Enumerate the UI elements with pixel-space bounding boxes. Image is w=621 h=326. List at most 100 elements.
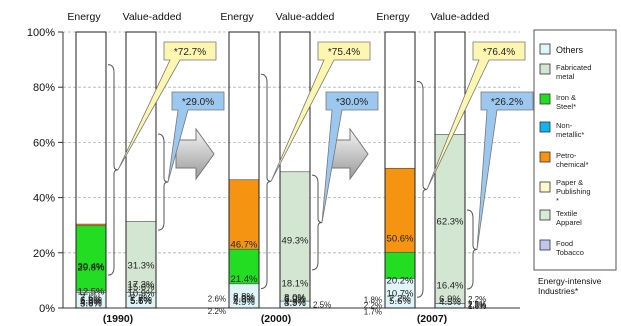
legend-label: Petro- <box>556 151 577 160</box>
callout-label: *76.4% <box>483 47 515 58</box>
column-header: Energy <box>376 11 410 23</box>
value-added-share-callout <box>321 91 379 223</box>
data-label: 1.7% <box>364 308 382 317</box>
bar-segment <box>228 283 260 309</box>
legend-label: Others <box>556 45 584 55</box>
legend-label: Fabricated <box>556 63 591 72</box>
callout-label: *75.4% <box>328 47 360 58</box>
bar-outline <box>279 31 311 309</box>
energy-share-callout <box>426 41 526 190</box>
legend-label: metal <box>556 72 575 81</box>
energy-share-callout <box>117 41 217 171</box>
data-label: 7.2% <box>389 294 411 305</box>
legend-label: Non- <box>556 121 573 130</box>
y-tick-label: 40% <box>33 193 55 205</box>
year-label: (2000) <box>261 313 291 325</box>
legend-label: Steel* <box>556 102 576 111</box>
segment-value-labels: 4.3%7.6%3.6%30.4%12.5%29.8%6.2%5.6%10.9%… <box>78 217 487 317</box>
data-label: 62.3% <box>437 217 464 228</box>
data-label: 1.6% <box>468 302 486 311</box>
data-label: 2.9% <box>468 300 486 309</box>
data-label: 18.1% <box>282 278 309 289</box>
data-label: 7.3% <box>233 293 255 304</box>
data-label: 30.4% <box>78 262 105 273</box>
legend-swatch <box>539 121 551 133</box>
y-tick-label: 20% <box>33 248 55 260</box>
data-label: 16.4% <box>437 281 464 292</box>
legend-swatch <box>539 181 551 193</box>
legend-label: Food <box>556 239 573 248</box>
legend-label: Apparel <box>556 218 582 227</box>
bracket <box>107 64 119 276</box>
y-tick-label: 60% <box>33 137 55 149</box>
data-label: 8.0% <box>284 292 306 303</box>
value-added-share-callout <box>476 91 534 250</box>
data-label: 15.6% <box>128 282 155 293</box>
data-label: 5.6% <box>130 296 152 307</box>
callout-label: *29.0% <box>182 97 214 108</box>
legend-label: Publishing <box>556 187 591 196</box>
legend-label: Tobacco <box>556 248 584 257</box>
data-label: 5.7% <box>130 296 152 307</box>
legend-label: Paper & <box>556 178 583 187</box>
callout-label: *26.2% <box>491 97 523 108</box>
data-label: 8.8% <box>233 291 255 302</box>
data-label: 10.7% <box>387 289 414 300</box>
bracket <box>416 80 428 298</box>
column-header: Value-added <box>123 11 182 23</box>
bracket <box>157 133 169 231</box>
bracket <box>466 209 478 290</box>
callout-label: *30.0% <box>336 97 368 108</box>
footnote-line: Energy-intensive <box>538 276 602 286</box>
energy-share-callout <box>270 41 371 182</box>
data-label: 20.2% <box>387 276 414 287</box>
data-label: 6.2% <box>80 295 102 306</box>
data-label: 6.9% <box>439 294 461 305</box>
column-header: Value-added <box>431 11 490 23</box>
data-label: 2.5% <box>313 301 331 310</box>
data-label: 7.6% <box>80 293 102 304</box>
data-label: 4.9% <box>233 297 255 308</box>
data-label: 1.8% <box>364 296 382 305</box>
data-label: 12.5% <box>78 286 105 297</box>
data-label: 31.3% <box>128 260 155 271</box>
data-label: 29.8% <box>78 262 105 273</box>
data-label: 2.3% <box>468 301 486 310</box>
legend-swatch <box>539 209 551 221</box>
data-label: 5.6% <box>389 296 411 307</box>
data-label: 2.2% <box>208 307 226 316</box>
callout-label: *72.7% <box>174 47 206 58</box>
column-headers: Energy Value-added Energy Value-added Energy… <box>67 11 489 23</box>
footnote-line: Industries* <box>538 286 579 296</box>
legend-swatch <box>539 239 551 251</box>
data-label: 46.7% <box>231 239 258 250</box>
y-tick-label: 80% <box>33 82 55 94</box>
data-label: 17.3% <box>128 280 155 291</box>
bracket <box>311 174 323 271</box>
bar-outline <box>75 31 107 309</box>
legend-label: Textile <box>556 209 577 218</box>
bar-outline <box>125 31 157 309</box>
data-label: 50.6% <box>387 234 414 245</box>
legend-label: * <box>556 196 559 205</box>
bar-outline <box>228 31 260 309</box>
arrow-right-icon <box>329 127 369 181</box>
y-tick-label: 0% <box>39 303 55 315</box>
legend-swatch <box>539 93 551 105</box>
data-label: 4.3% <box>284 298 306 309</box>
legend-label: metallic* <box>556 130 584 139</box>
data-label: 4.5% <box>439 297 461 308</box>
data-label: 2.2% <box>468 295 486 304</box>
column-header: Energy <box>67 11 101 23</box>
data-label: 6.9% <box>284 294 306 305</box>
year-labels: (1990) (2000) (2007) <box>103 313 447 325</box>
data-label: 4.3% <box>80 298 102 309</box>
data-label: 7.7% <box>130 293 152 304</box>
data-label: 5.8% <box>130 295 152 306</box>
transition-arrows <box>175 127 369 181</box>
data-label: 5.6% <box>80 296 102 307</box>
legend-swatch <box>539 43 551 55</box>
